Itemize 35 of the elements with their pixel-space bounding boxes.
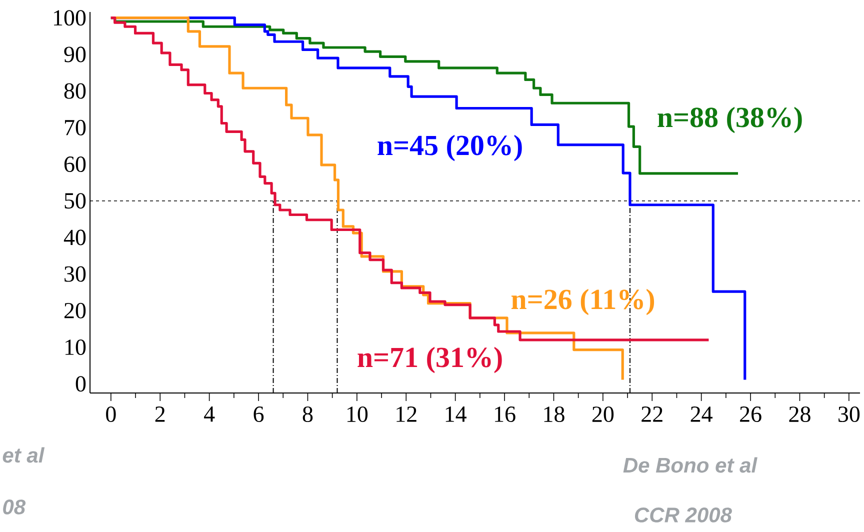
y-tick-label: 100: [54, 10, 86, 26]
x-tick-label: 14: [446, 406, 466, 422]
series-label: n=26 (11%): [511, 288, 654, 316]
text: 08: [3, 500, 26, 514]
y-tick-label: 50: [64, 193, 86, 209]
text: CCR 2008: [635, 508, 732, 522]
y-tick-label: 20: [64, 302, 86, 318]
x-tick-label: 8: [302, 406, 313, 422]
series-label: n=88 (38%): [658, 106, 802, 134]
x-tick-label: 24: [690, 406, 712, 422]
text: De Bono et al: [623, 457, 758, 473]
x-tick-label: 12: [396, 406, 416, 422]
x-tick-label: 4: [204, 406, 215, 422]
x-tick-label: 2: [155, 406, 165, 422]
series-label: n=71 (31%): [358, 346, 502, 374]
y-tick-label: 80: [64, 83, 86, 99]
x-tick-label: 10: [347, 406, 368, 422]
x-tick-label: 0: [106, 406, 116, 422]
x-tick-label: 26: [740, 406, 762, 422]
x-tick-label: 6: [254, 406, 264, 422]
series-label: n=45 (20%): [378, 134, 522, 162]
y-tick-label: 10: [66, 339, 86, 355]
text: et al: [2, 447, 45, 463]
x-tick-label: 28: [789, 406, 810, 422]
x-tick-label: 20: [592, 406, 614, 422]
y-tick-label: 0: [76, 376, 86, 392]
y-tick-label: 40: [64, 230, 86, 246]
x-tick-label: 16: [495, 406, 516, 422]
x-tick-label: 30: [838, 406, 860, 422]
y-tick-label: 90: [64, 46, 86, 62]
x-tick-label: 22: [642, 406, 662, 422]
x-tick-label: 18: [544, 406, 564, 422]
y-tick-label: 30: [64, 266, 86, 282]
y-tick-label: 70: [65, 120, 86, 136]
y-tick-label: 60: [64, 156, 86, 172]
